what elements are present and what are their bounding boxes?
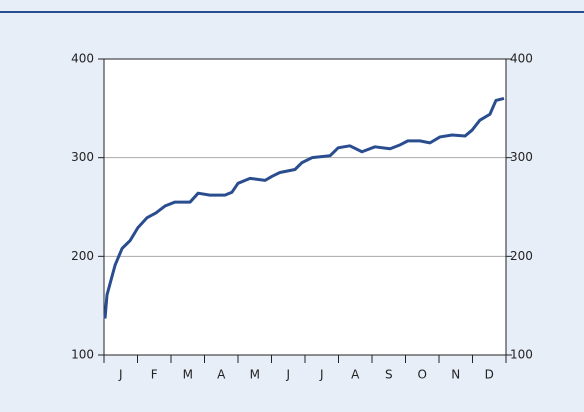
y2-tick-label: 200 — [510, 249, 533, 263]
x-tick-label: M — [183, 368, 193, 382]
x-tick-label: D — [485, 368, 494, 382]
x-tick-label: M — [250, 368, 260, 382]
y2-tick-label: 400 — [510, 52, 533, 66]
x-tick-label: J — [118, 368, 123, 382]
x-tick-label: F — [151, 368, 158, 382]
y2-tick-label: 100 — [510, 348, 533, 362]
x-tick-label: S — [385, 368, 393, 382]
x-tick-label: J — [319, 368, 324, 382]
x-tick-label: A — [351, 368, 360, 382]
y-tick-label: 400 — [71, 52, 94, 66]
series-line — [103, 97, 505, 319]
x-tick-label: J — [285, 368, 290, 382]
x-tick-label: N — [451, 368, 460, 382]
plot-frame — [103, 58, 507, 356]
x-tick-label: O — [418, 368, 427, 382]
y-tick-label: 300 — [71, 150, 94, 164]
x-tick-label: A — [217, 368, 226, 382]
top-rule — [0, 11, 584, 13]
y2-tick-label: 300 — [510, 150, 533, 164]
y-tick-label: 200 — [71, 249, 94, 263]
y-tick-label: 100 — [71, 348, 94, 362]
plot-area — [104, 59, 506, 355]
